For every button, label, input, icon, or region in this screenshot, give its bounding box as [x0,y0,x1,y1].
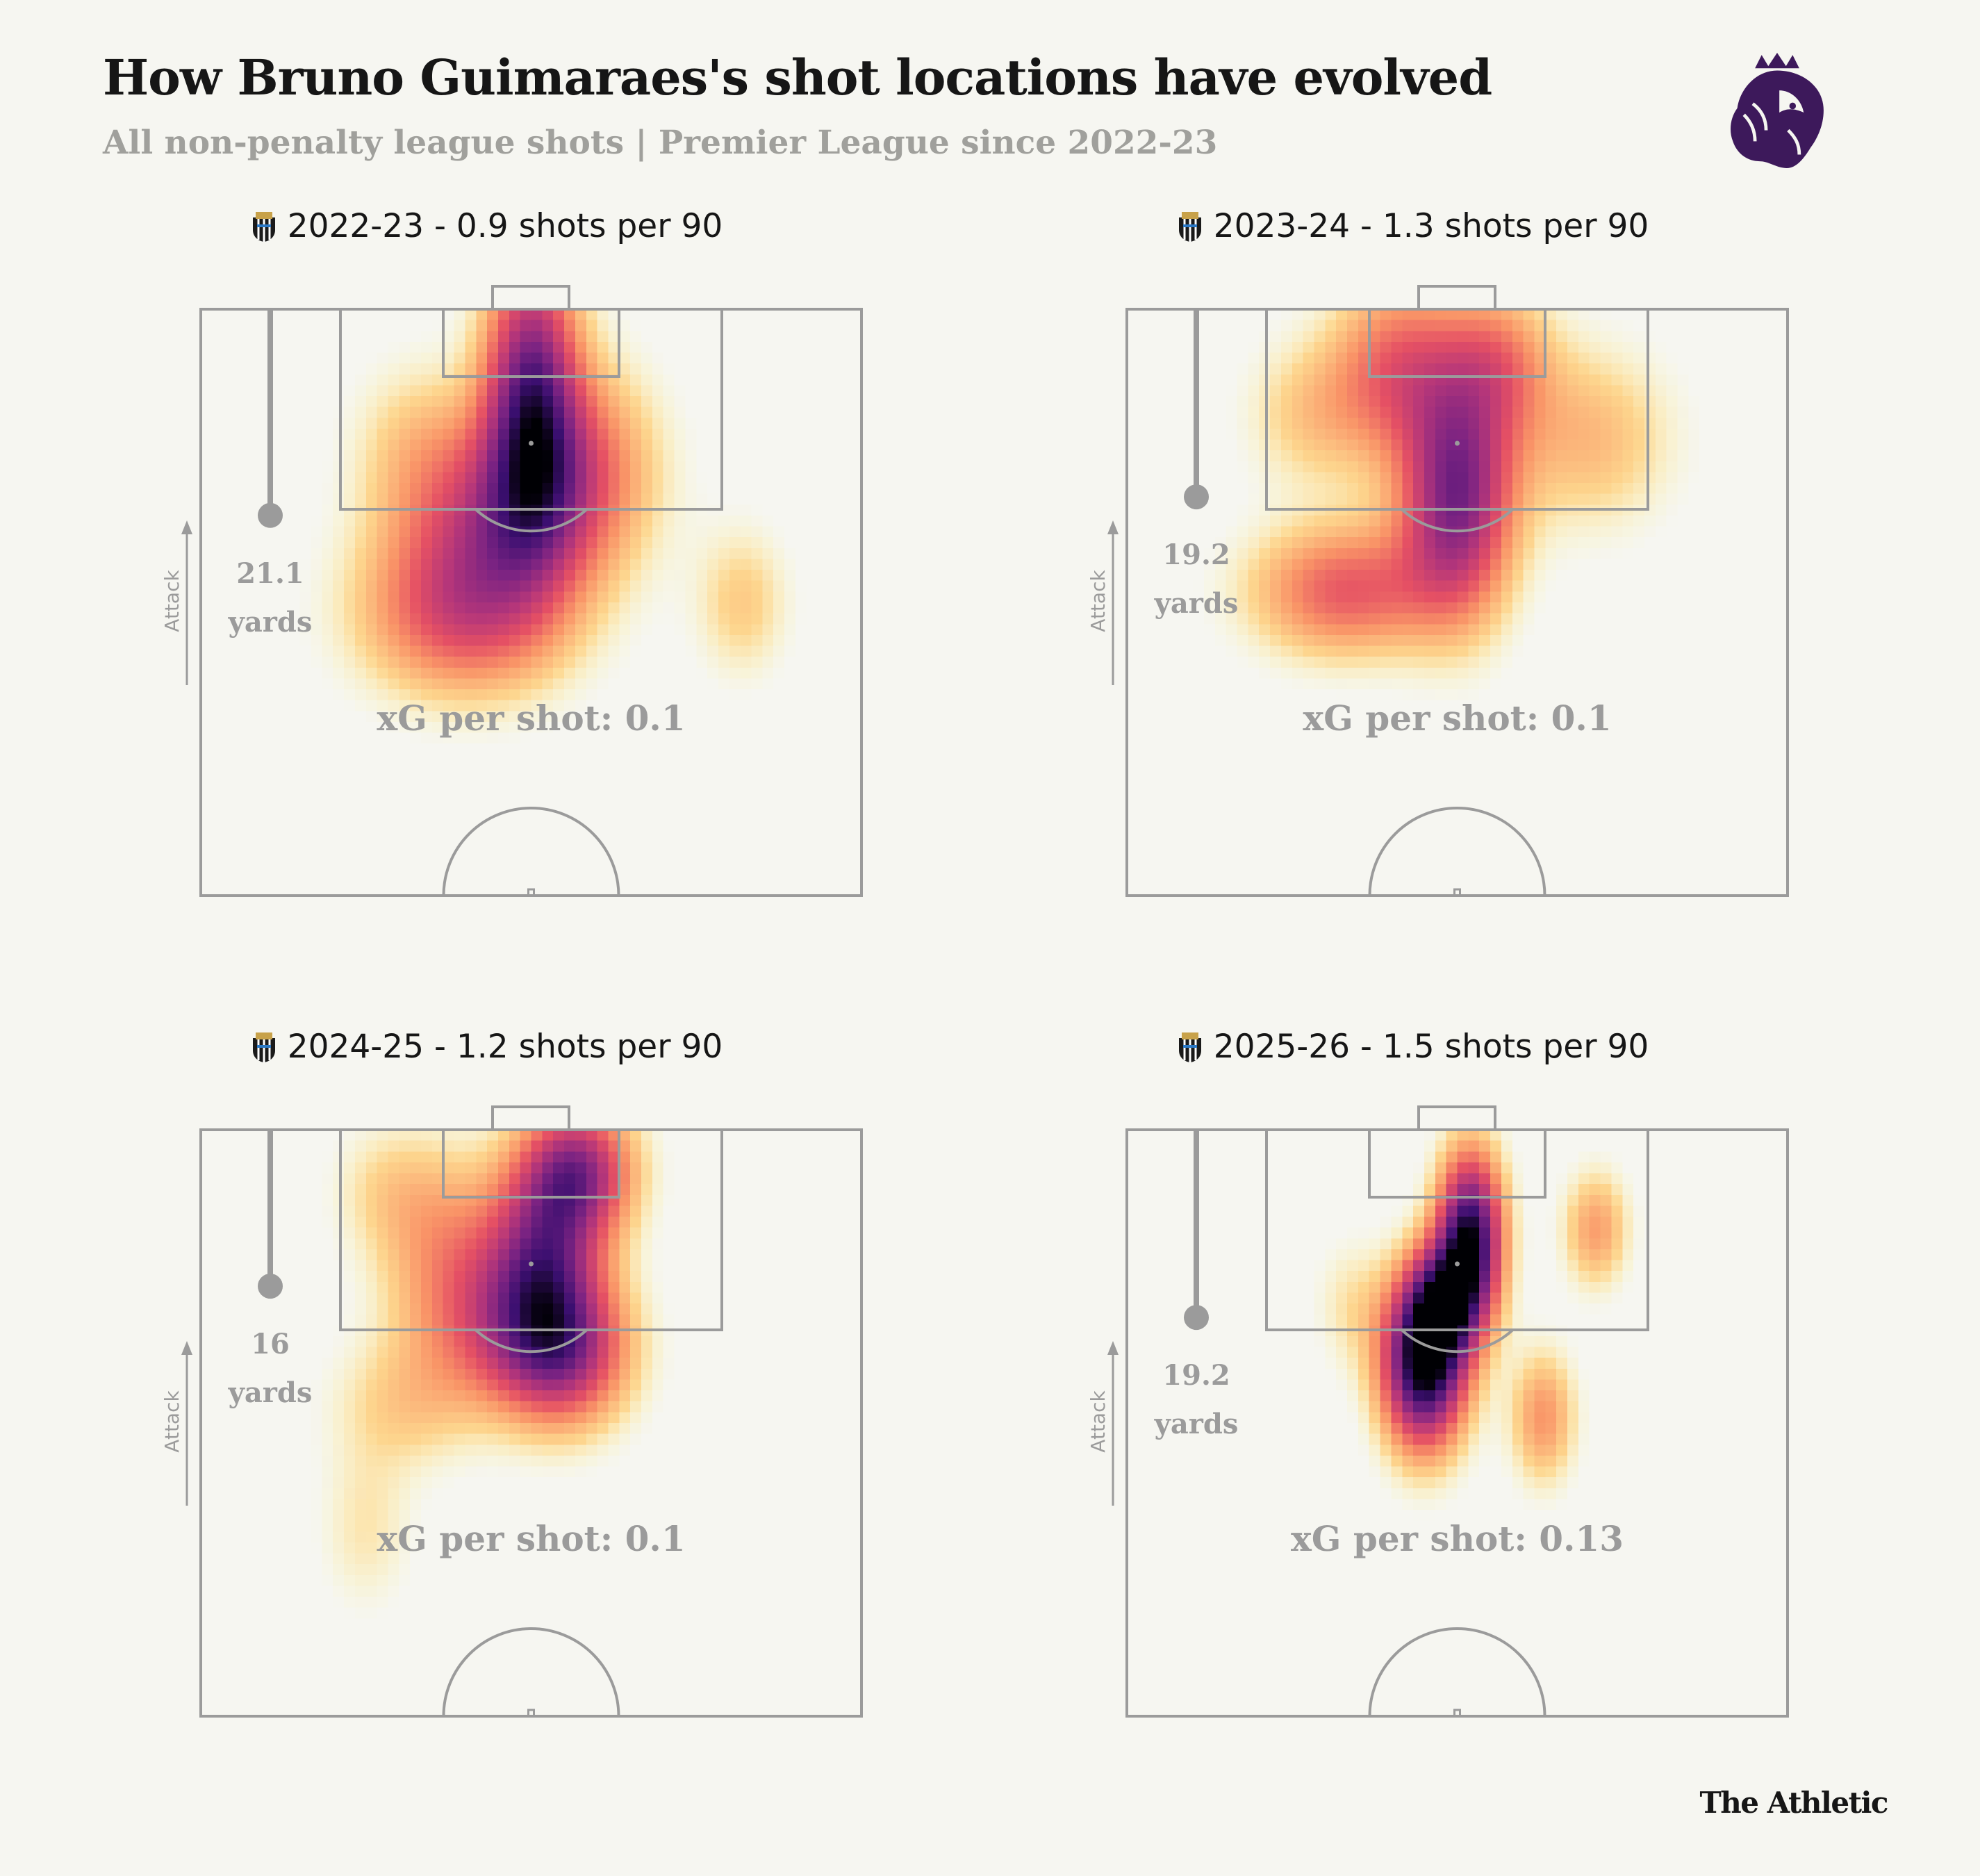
centre-circle [442,1627,620,1717]
xg-per-shot-label: xG per shot: 0.1 [377,1518,685,1559]
centre-circle [1368,1627,1546,1717]
panel-title-text: 2023-24 - 1.3 shots per 90 [1213,206,1649,245]
penalty-spot [1455,441,1460,446]
xg-per-shot-label: xG per shot: 0.1 [377,698,685,739]
penalty-arc [475,1328,588,1353]
avg-distance-marker [1184,1305,1209,1331]
newcastle-crest-icon [252,212,275,242]
avg-distance-marker [258,1274,283,1299]
avg-distance-marker [258,502,283,528]
xg-per-shot-label: xG per shot: 0.1 [1303,698,1611,739]
goal [1417,285,1496,311]
avg-distance-value: 21.1 [236,557,304,590]
shot-density-heatmap [1127,309,1788,896]
penalty-spot [1455,1261,1460,1267]
avg-distance-unit: yards [228,606,313,639]
avg-distance-value: 19.2 [1162,1359,1230,1392]
panel-title: 2025-26 - 1.5 shots per 90 [1030,1019,1795,1074]
pitch-chart: 16 yards Attack xG per shot: 0.1 [160,1105,863,1718]
attack-label: Attack [160,1390,183,1453]
avg-distance-value: 16 [251,1328,290,1360]
penalty-arc [475,508,588,533]
pitch-chart: 19.2 yards Attack xG per shot: 0.1 [1087,285,1789,897]
avg-distance-value: 19.2 [1162,538,1230,571]
shot-map-panel-2023-24: 2023-24 - 1.3 shots per 90 19.2 yards Attac… [1030,198,1878,928]
panel-title: 2023-24 - 1.3 shots per 90 [1030,198,1795,254]
premier-league-lion-icon [1730,53,1824,169]
penalty-arc [1401,1328,1514,1353]
attack-label: Attack [160,570,183,632]
avg-distance-marker [1184,484,1209,510]
centre-circle [1368,807,1546,896]
centre-spot [527,1709,535,1718]
goal [491,1105,570,1131]
source-credit: The Athletic [1699,1786,1888,1820]
shot-map-panel-2024-25: 2024-25 - 1.2 shots per 90 16 yards Attack x… [104,1019,952,1748]
pitch-lines [199,285,863,897]
panel-title: 2022-23 - 0.9 shots per 90 [104,198,868,254]
newcastle-crest-icon [252,1032,275,1062]
penalty-arc [1401,508,1514,533]
panel-title-text: 2022-23 - 0.9 shots per 90 [287,206,723,245]
penalty-spot [529,441,534,446]
panel-title-text: 2025-26 - 1.5 shots per 90 [1213,1027,1649,1066]
pitch-lines [199,1105,863,1718]
xg-per-shot-label: xG per shot: 0.13 [1291,1518,1624,1559]
attack-label: Attack [1087,570,1109,632]
attack-arrow-head [1107,520,1119,534]
shot-density-heatmap [201,309,861,896]
shot-map-panel-2022-23: 2022-23 - 0.9 shots per 90 21.1 yards Attac… [104,198,952,928]
pitch-lines [1125,1105,1789,1718]
shot-map-panel-2025-26: 2025-26 - 1.5 shots per 90 19.2 yards Attac… [1030,1019,1878,1748]
centre-spot [527,888,535,897]
attack-arrow-head [181,1341,192,1355]
pitch-chart: 19.2 yards Attack xG per shot: 0.13 [1087,1105,1789,1718]
goal [1417,1105,1496,1131]
newcastle-crest-icon [1178,212,1201,242]
centre-spot [1453,1709,1461,1718]
panel-title: 2024-25 - 1.2 shots per 90 [104,1019,868,1074]
avg-distance-unit: yards [1154,1408,1239,1440]
avg-distance-unit: yards [228,1376,313,1409]
pitch-chart: 21.1 yards Attack xG per shot: 0.1 [160,285,863,897]
shot-density-heatmap [1127,1130,1788,1716]
chart-subtitle: All non-penalty league shots | Premier L… [103,124,1218,162]
goal [491,285,570,311]
attack-arrow-head [181,520,192,534]
penalty-spot [529,1261,534,1267]
shot-density-heatmap [201,1130,861,1716]
avg-distance-unit: yards [1154,587,1239,620]
centre-spot [1453,888,1461,897]
chart-title: How Bruno Guimaraes's shot locations hav… [103,49,1492,106]
attack-label: Attack [1087,1390,1109,1453]
centre-circle [442,807,620,896]
attack-arrow-head [1107,1341,1119,1355]
panel-title-text: 2024-25 - 1.2 shots per 90 [287,1027,723,1066]
newcastle-crest-icon [1178,1032,1201,1062]
pitch-lines [1125,285,1789,897]
